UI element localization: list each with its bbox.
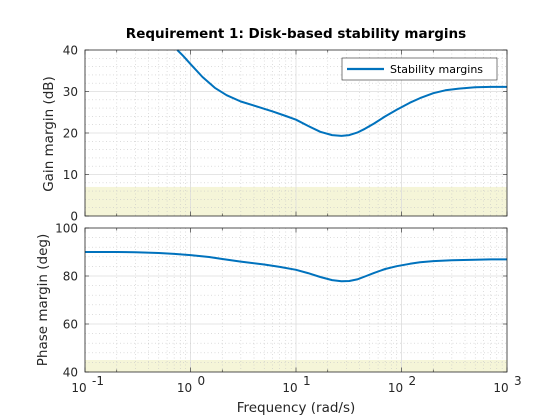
phase-y-tick-label: 100 xyxy=(55,222,78,236)
chart-title: Requirement 1: Disk-based stability marg… xyxy=(126,26,466,42)
x-tick-label-exponent: 2 xyxy=(409,374,417,388)
x-tick-label-exponent: 1 xyxy=(303,374,311,388)
gain-y-tick-label: 20 xyxy=(63,127,78,141)
phase-margin-series-line xyxy=(85,251,507,283)
legend-box xyxy=(341,57,498,81)
gain-ticks: 0 10 20 30 40 xyxy=(63,44,508,224)
gain-y-tick-label: 10 xyxy=(63,168,78,182)
x-tick-label: 10 xyxy=(282,381,297,395)
gain-y-tick-label: 40 xyxy=(63,44,78,58)
x-tick-label: 10 xyxy=(493,381,508,395)
phase-y-tick-label: 60 xyxy=(63,318,78,332)
x-tick-label: 10 xyxy=(388,381,403,395)
x-tick-label: 10 xyxy=(71,381,86,395)
phase-grid xyxy=(84,228,507,372)
legend: Stability margins xyxy=(341,57,498,81)
gain-y-tick-label: 0 xyxy=(70,210,78,224)
phase-margin-y-label: Phase margin (deg) xyxy=(35,234,51,366)
gain-y-tick-label: 30 xyxy=(63,85,78,99)
x-tick-label: 10 xyxy=(177,381,192,395)
x-tick-label-exponent: -1 xyxy=(92,374,104,388)
legend-entry-stability-margins: Stability margins xyxy=(390,63,483,76)
x-tick-label-exponent: 3 xyxy=(514,374,522,388)
x-tick-label-exponent: 0 xyxy=(198,374,206,388)
phase-y-tick-label: 80 xyxy=(63,270,78,284)
gain-margin-y-label: Gain margin (dB) xyxy=(41,76,57,192)
frequency-x-label: Frequency (rad/s) xyxy=(237,400,356,416)
gain-margin-series-line xyxy=(176,49,507,137)
phase-y-tick-label: 40 xyxy=(63,366,78,380)
gain-grid xyxy=(84,50,507,216)
